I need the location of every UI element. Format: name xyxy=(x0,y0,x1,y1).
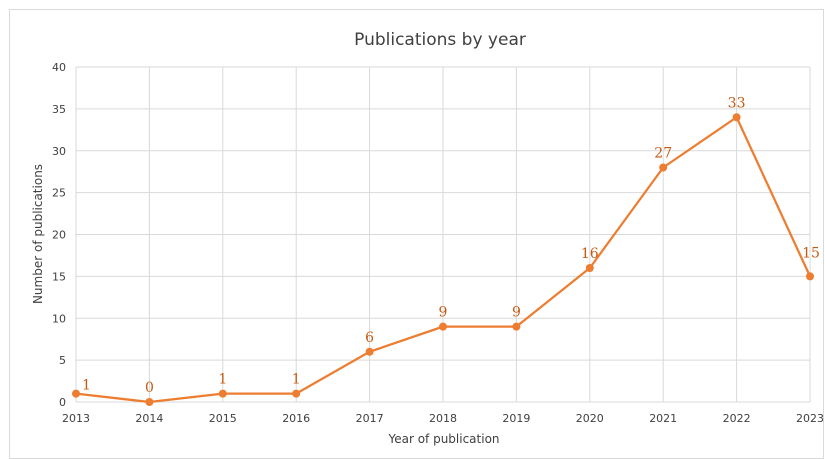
x-tick-label: 2015 xyxy=(209,412,237,425)
data-point xyxy=(806,272,814,281)
y-axis-ticks: 0 5 10 15 20 25 30 35 40 xyxy=(52,61,66,409)
y-tick-label: 20 xyxy=(52,229,66,242)
data-label: 6 xyxy=(365,330,374,346)
x-tick-label: 2013 xyxy=(62,412,90,425)
y-tick-label: 25 xyxy=(52,187,66,200)
data-point xyxy=(659,163,668,172)
x-tick-label: 2014 xyxy=(135,412,163,425)
x-tick-label: 2018 xyxy=(429,412,457,425)
x-tick-label: 2020 xyxy=(576,412,604,425)
data-point xyxy=(585,264,594,272)
x-tick-label: 2016 xyxy=(282,412,310,425)
x-axis-title: Year of publication xyxy=(387,432,499,446)
data-label: 1 xyxy=(218,372,227,388)
data-label: 9 xyxy=(512,305,521,321)
data-label: 16 xyxy=(581,246,599,262)
data-point xyxy=(365,347,374,356)
x-tick-label: 2019 xyxy=(502,412,530,425)
y-tick-label: 5 xyxy=(59,354,66,367)
data-label: 1 xyxy=(82,378,91,394)
x-axis-ticks: 2013 2014 2015 2016 2017 2018 2019 2020 2021 2022… xyxy=(62,412,824,425)
data-point xyxy=(732,113,741,122)
data-point xyxy=(218,389,227,398)
y-tick-label: 30 xyxy=(52,145,66,158)
data-point xyxy=(145,398,154,406)
y-axis-title: Number of publications xyxy=(31,164,45,304)
x-tick-label: 2021 xyxy=(649,412,677,425)
y-tick-label: 10 xyxy=(52,312,66,325)
x-tick-label: 2023 xyxy=(796,412,824,425)
data-label: 0 xyxy=(145,380,154,396)
y-tick-label: 40 xyxy=(52,61,66,74)
series-publications xyxy=(72,113,814,406)
y-tick-label: 35 xyxy=(52,103,66,116)
chart-title: Publications by year xyxy=(354,30,526,50)
data-label: 33 xyxy=(728,95,746,111)
data-point xyxy=(512,322,521,331)
data-label: 1 xyxy=(292,372,301,388)
data-point xyxy=(72,389,80,398)
data-label: 15 xyxy=(802,245,820,261)
x-tick-label: 2022 xyxy=(723,412,751,425)
data-label: 9 xyxy=(439,305,448,321)
data-label: 27 xyxy=(654,146,672,162)
y-tick-label: 15 xyxy=(52,270,66,283)
y-tick-label: 0 xyxy=(59,396,66,409)
x-tick-label: 2017 xyxy=(356,412,384,425)
data-point xyxy=(292,389,301,398)
data-point xyxy=(439,322,447,331)
